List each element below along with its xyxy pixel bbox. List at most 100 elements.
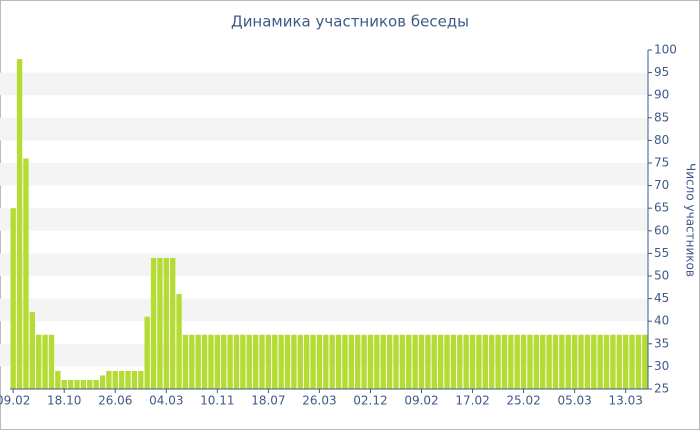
bar bbox=[642, 334, 648, 389]
bar bbox=[463, 334, 469, 389]
y-tick-label: 60 bbox=[654, 223, 669, 237]
x-tick-label: 02.12 bbox=[353, 394, 387, 408]
y-tick-label: 50 bbox=[654, 269, 669, 283]
x-tick-label: 05.03 bbox=[557, 394, 591, 408]
bar bbox=[418, 334, 425, 389]
bar bbox=[552, 334, 559, 389]
bar bbox=[495, 334, 501, 389]
bar bbox=[386, 334, 393, 389]
bar bbox=[431, 334, 437, 389]
grid-band bbox=[0, 163, 648, 186]
y-tick-label: 80 bbox=[654, 133, 669, 147]
bar bbox=[329, 334, 335, 389]
bar bbox=[259, 334, 265, 389]
y-tick-label: 30 bbox=[654, 359, 669, 373]
bar bbox=[469, 334, 476, 389]
grid-band bbox=[0, 253, 648, 276]
bar bbox=[163, 257, 169, 389]
bar bbox=[42, 334, 48, 389]
bar bbox=[342, 334, 348, 389]
y-tick-label: 65 bbox=[654, 201, 669, 215]
bar bbox=[80, 379, 87, 389]
bar bbox=[221, 334, 227, 389]
x-tick-label: 17.02 bbox=[455, 394, 489, 408]
y-tick-label: 95 bbox=[654, 65, 669, 79]
bar bbox=[61, 379, 67, 389]
bar bbox=[393, 334, 399, 389]
bar bbox=[444, 334, 450, 389]
bar bbox=[131, 370, 138, 389]
bar bbox=[437, 334, 444, 389]
bar bbox=[170, 257, 176, 389]
bar bbox=[118, 370, 125, 389]
bar bbox=[278, 334, 284, 389]
x-tick-label: 26.03 bbox=[302, 394, 336, 408]
bar bbox=[36, 334, 42, 389]
bar bbox=[87, 379, 93, 389]
bar bbox=[55, 370, 61, 389]
bar bbox=[533, 334, 540, 389]
bar bbox=[476, 334, 482, 389]
bar bbox=[125, 370, 131, 389]
bar bbox=[622, 334, 629, 389]
bar bbox=[67, 379, 74, 389]
bar bbox=[157, 257, 163, 389]
bar bbox=[16, 59, 23, 389]
bar bbox=[361, 334, 367, 389]
bar bbox=[348, 334, 355, 389]
bar bbox=[48, 334, 55, 389]
y-tick-label: 35 bbox=[654, 336, 669, 350]
bar bbox=[584, 334, 591, 389]
y-tick-label: 55 bbox=[654, 246, 669, 260]
bar bbox=[252, 334, 259, 389]
bar bbox=[374, 334, 380, 389]
bar bbox=[93, 379, 99, 389]
x-tick-label: 13.03 bbox=[608, 394, 642, 408]
grid-band bbox=[0, 208, 648, 231]
bar bbox=[603, 334, 610, 389]
y-tick-label: 70 bbox=[654, 178, 669, 192]
bar bbox=[635, 334, 642, 389]
bar bbox=[10, 208, 16, 389]
bar bbox=[138, 370, 144, 389]
chart-title: Динамика участников беседы bbox=[231, 13, 469, 31]
x-tick-label: 26.06 bbox=[98, 394, 132, 408]
bar bbox=[489, 334, 495, 389]
bar bbox=[425, 334, 431, 389]
bar bbox=[316, 334, 323, 389]
grid-band bbox=[0, 117, 648, 141]
bar bbox=[150, 257, 157, 389]
bar bbox=[23, 158, 29, 389]
bar bbox=[559, 334, 565, 389]
x-tick-label: 04.03 bbox=[149, 394, 183, 408]
bar bbox=[246, 334, 252, 389]
bar bbox=[367, 334, 374, 389]
bar bbox=[540, 334, 546, 389]
bar bbox=[74, 379, 80, 389]
bar bbox=[520, 334, 527, 389]
bar bbox=[240, 334, 246, 389]
bar bbox=[565, 334, 571, 389]
x-tick-label: 18.07 bbox=[251, 394, 285, 408]
y-tick-label: 45 bbox=[654, 291, 669, 305]
bar bbox=[546, 334, 552, 389]
x-tick-label: 18.10 bbox=[47, 394, 81, 408]
y-tick-label: 25 bbox=[654, 382, 669, 396]
bar bbox=[629, 334, 635, 389]
bar bbox=[182, 334, 189, 389]
bar bbox=[482, 334, 488, 389]
bar bbox=[297, 334, 303, 389]
bar bbox=[291, 334, 297, 389]
y-tick-label: 40 bbox=[654, 314, 669, 328]
x-tick-label: 09.02 bbox=[404, 394, 438, 408]
bar bbox=[457, 334, 463, 389]
bar bbox=[406, 334, 412, 389]
bar bbox=[597, 334, 603, 389]
bar bbox=[616, 334, 622, 389]
bar bbox=[508, 334, 514, 389]
bar bbox=[214, 334, 221, 389]
bar bbox=[195, 334, 201, 389]
bar bbox=[189, 334, 195, 389]
bar bbox=[272, 334, 278, 389]
